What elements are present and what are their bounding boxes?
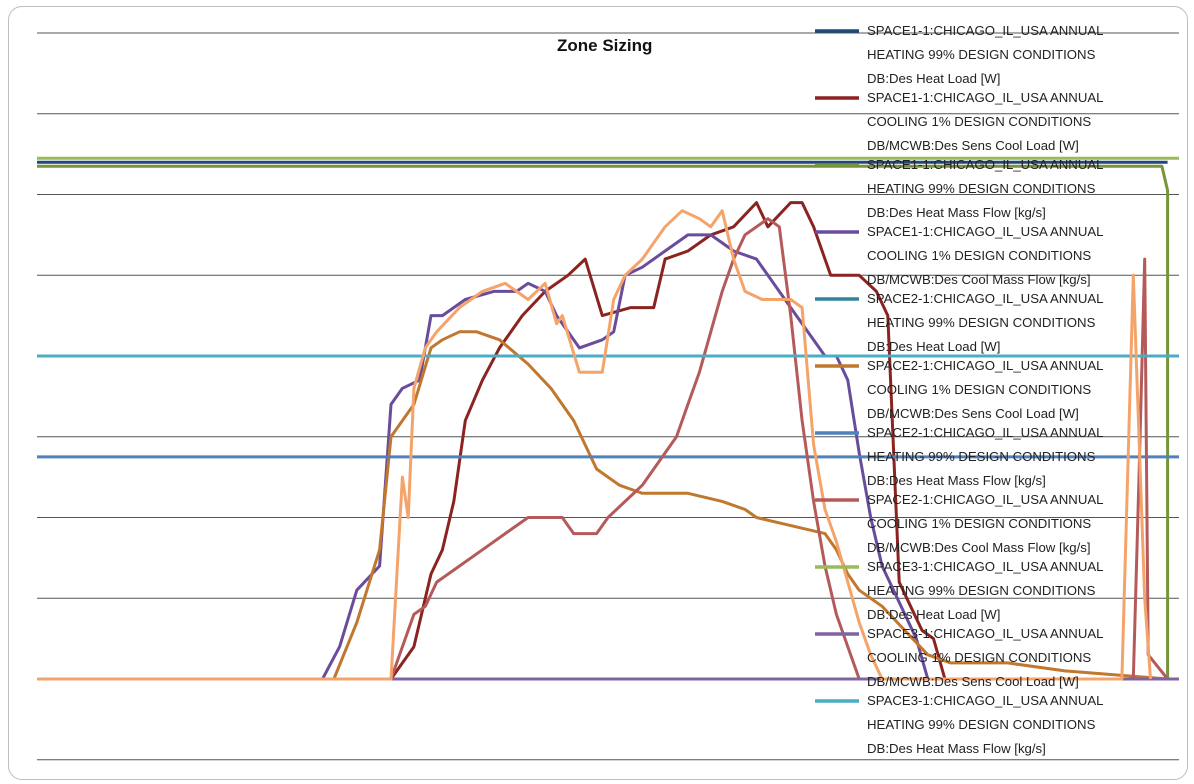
- legend-entry: SPACE2-1:CHICAGO_IL_USA ANNUAL COOLING 1%…: [867, 492, 1103, 555]
- legend: SPACE1-1:CHICAGO_IL_USA ANNUAL HEATING 99…: [815, 23, 1103, 756]
- series-line-3: [37, 164, 1170, 679]
- series-line-6: [37, 330, 1168, 681]
- legend-entry: SPACE1-1:CHICAGO_IL_USA ANNUAL COOLING 1%…: [867, 90, 1103, 153]
- legend-entry: SPACE2-1:CHICAGO_IL_USA ANNUAL HEATING 99…: [867, 425, 1103, 488]
- line-chart: Zone Sizing SPACE1-1:CHICAGO_IL_USA ANNU…: [37, 23, 1179, 761]
- series-line-8: [37, 217, 1169, 681]
- legend-entry: SPACE1-1:CHICAGO_IL_USA ANNUAL COOLING 1%…: [867, 224, 1103, 287]
- chart-frame: Zone Sizing SPACE1-1:CHICAGO_IL_USA ANNU…: [8, 6, 1188, 780]
- legend-entry: SPACE3-1:CHICAGO_IL_USA ANNUAL COOLING 1%…: [867, 626, 1103, 689]
- chart-title: Zone Sizing: [557, 36, 652, 55]
- legend-entry: SPACE1-1:CHICAGO_IL_USA ANNUAL HEATING 99…: [867, 157, 1103, 220]
- legend-entry: SPACE2-1:CHICAGO_IL_USA ANNUAL HEATING 99…: [867, 291, 1103, 354]
- series-line-12: [37, 209, 1152, 681]
- legend-entry: SPACE1-1:CHICAGO_IL_USA ANNUAL HEATING 99…: [867, 23, 1103, 86]
- legend-entry: SPACE2-1:CHICAGO_IL_USA ANNUAL COOLING 1%…: [867, 358, 1103, 421]
- series-line-2: [37, 201, 947, 681]
- series-lines: [37, 156, 1179, 681]
- legend-entry: SPACE3-1:CHICAGO_IL_USA ANNUAL HEATING 99…: [867, 559, 1103, 622]
- legend-entry: SPACE3-1:CHICAGO_IL_USA ANNUAL HEATING 99…: [867, 693, 1103, 756]
